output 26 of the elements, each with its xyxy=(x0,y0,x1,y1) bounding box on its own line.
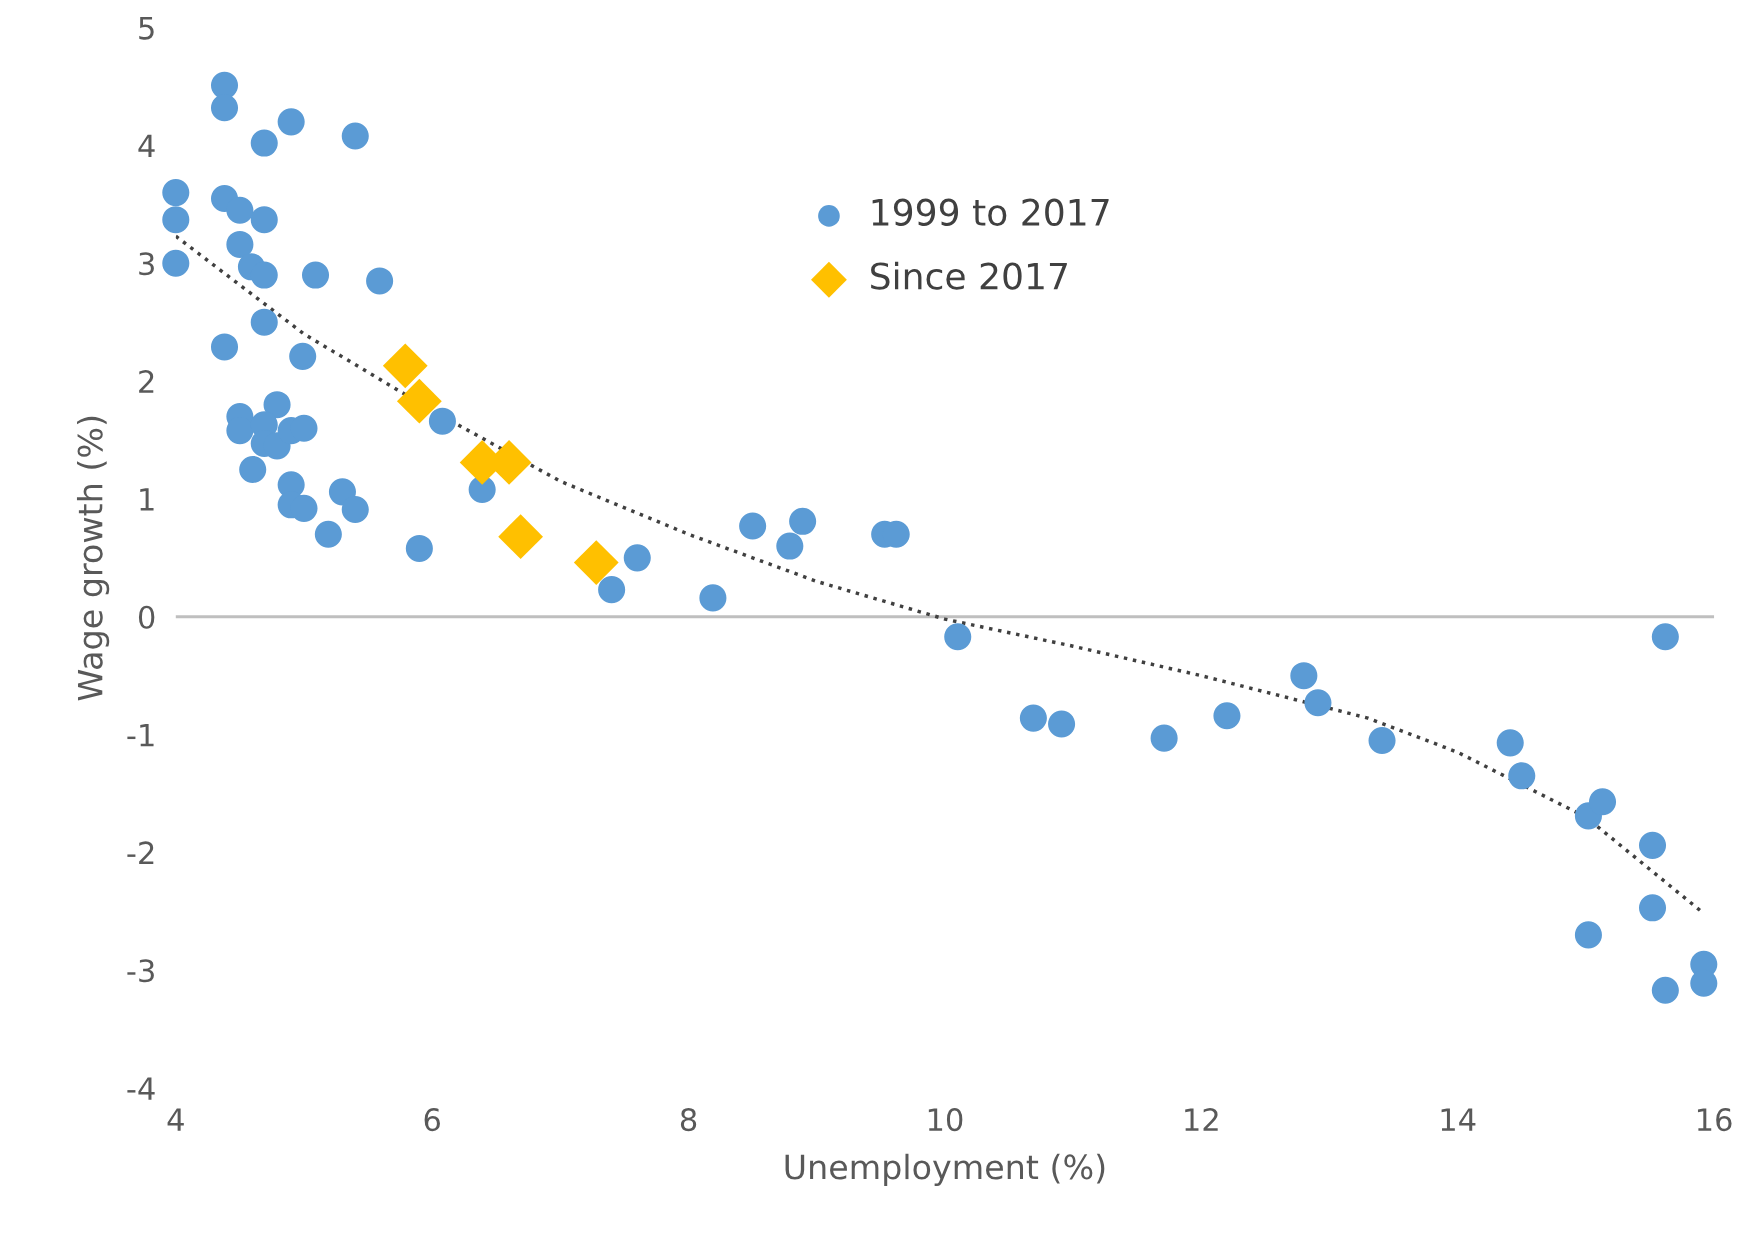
x-tick-label: 4 xyxy=(167,1108,184,1131)
y-axis-title: Wage growth (%) xyxy=(76,416,110,701)
y-tick-label: -1 xyxy=(127,723,154,747)
x-tick-label: 14 xyxy=(1441,1108,1476,1131)
y-tick-label: -4 xyxy=(127,1077,155,1100)
y-tick-label: 4 xyxy=(138,134,155,158)
y-tick-label: 2 xyxy=(139,370,154,393)
x-tick-label: 6 xyxy=(424,1108,440,1132)
point xyxy=(382,343,428,389)
x-tick-label: 12 xyxy=(1185,1108,1218,1131)
y-tick-label: -3 xyxy=(127,959,154,983)
legend-label: Since 2017 xyxy=(871,261,1067,290)
y-tick-label: 3 xyxy=(139,252,154,276)
point xyxy=(396,378,442,424)
point xyxy=(498,514,544,560)
legend-label: 1999 to 2017 xyxy=(872,198,1109,226)
x-tick-label: 16 xyxy=(1697,1108,1732,1132)
point xyxy=(573,540,619,585)
y-tick-label: -2 xyxy=(127,841,154,865)
line-series xyxy=(175,234,1703,914)
x-axis-title: Unemployment (%) xyxy=(785,1153,1105,1187)
y-tick-label: 1 xyxy=(140,488,154,511)
y-tick-label: 5 xyxy=(139,16,154,40)
y-tick-label: 0 xyxy=(138,605,155,629)
x-tick-label: 8 xyxy=(680,1108,697,1132)
x-tick-label: 10 xyxy=(928,1108,963,1132)
